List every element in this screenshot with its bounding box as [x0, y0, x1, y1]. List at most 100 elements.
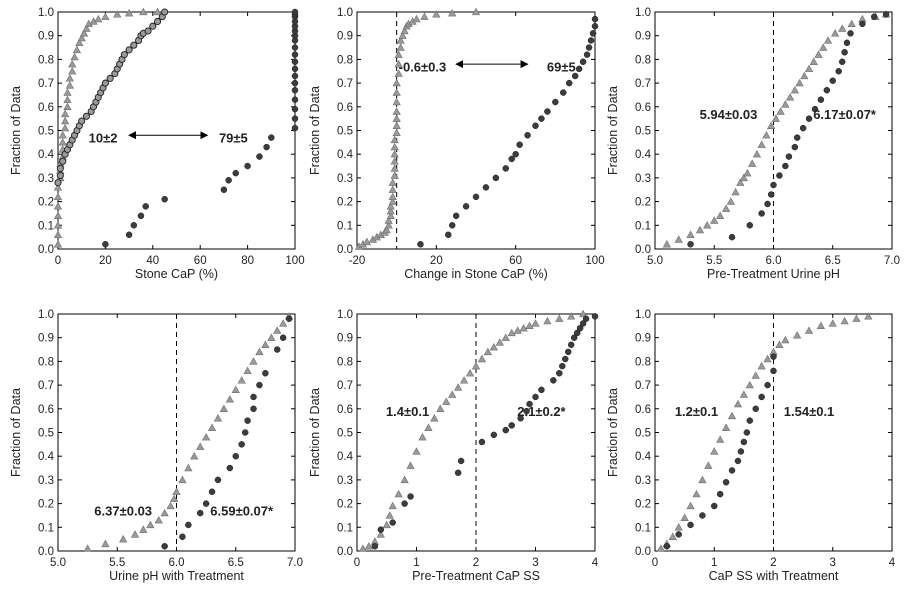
data-point-triangle [63, 102, 72, 110]
y-tick-label: 1.0 [635, 7, 651, 19]
data-point-dot [591, 22, 599, 30]
data-point-triangle [388, 197, 397, 205]
data-point-dot [805, 115, 813, 122]
data-point-triangle [65, 81, 74, 89]
data-point-dot [550, 377, 557, 384]
x-tick-label: 3 [532, 557, 538, 569]
data-point-triangle [831, 29, 840, 37]
y-tick-label: 0.5 [38, 428, 54, 440]
annotation-label: 6.37±0.03 [94, 504, 152, 519]
data-point-triangle [852, 314, 861, 322]
data-point-dot [589, 30, 597, 37]
data-point-triangle [53, 240, 63, 248]
data-point-dot [291, 105, 299, 113]
annotation-label: 6.59±0.07* [210, 504, 274, 519]
data-point-triangle [390, 135, 399, 144]
data-point-dot [823, 86, 831, 94]
data-point-triangle [61, 109, 70, 118]
data-point-triangle [840, 316, 849, 325]
data-point-open-circle [125, 46, 133, 54]
data-point-dot [262, 370, 269, 377]
data-point-triangle [237, 376, 246, 384]
y-tick-label: 0.8 [635, 356, 651, 368]
data-point-triangle [386, 211, 395, 219]
y-tick-label: 0.5 [337, 126, 353, 138]
data-point-triangle [68, 67, 77, 75]
data-point-triangle [748, 159, 757, 167]
data-point-open-circle [149, 22, 157, 30]
data-point-dot [291, 96, 299, 103]
data-point-dot [562, 355, 569, 363]
data-point-triangle [386, 206, 395, 215]
data-point-triangle [751, 371, 760, 379]
annotation-label: -0.6±0.3 [399, 60, 447, 75]
data-point-triangle [686, 230, 695, 238]
data-point-triangle [63, 95, 72, 103]
x-tick-label: 7.0 [287, 557, 303, 569]
y-tick-label: 1.0 [635, 309, 651, 321]
data-point-dot [699, 512, 706, 519]
y-tick-label: 0.8 [38, 54, 54, 66]
y-tick-label: 0.1 [38, 522, 54, 534]
x-axis-title: Urine pH with Treatment [109, 569, 244, 583]
data-point-dot [444, 231, 452, 239]
y-tick-label: 1.0 [337, 309, 353, 321]
data-point-open-circle [82, 112, 90, 120]
data-point-triangle [763, 354, 772, 363]
data-point-triangle [501, 333, 510, 341]
data-point-triangle [243, 366, 252, 375]
data-point-dot [472, 193, 480, 201]
data-point-dot [559, 362, 566, 370]
y-tick-label: 0.0 [38, 244, 54, 256]
data-point-dot [576, 324, 584, 332]
data-point-dot [291, 115, 299, 122]
data-point-triangle [448, 8, 457, 17]
y-tick-label: 0.3 [337, 475, 353, 487]
y-tick-label: 1.0 [38, 7, 54, 19]
y-tick-label: 0.0 [337, 546, 353, 558]
data-point-open-circle [54, 179, 62, 187]
data-point-dot [776, 172, 783, 179]
data-point-triangle [775, 340, 784, 348]
data-point-dot [579, 58, 587, 66]
data-point-dot [859, 20, 866, 28]
data-point-dot [516, 141, 523, 148]
data-point-dot [791, 143, 799, 151]
data-point-triangle [412, 447, 421, 455]
data-point-dot [552, 98, 559, 106]
data-point-triangle [388, 192, 397, 201]
data-point-triangle [776, 107, 785, 115]
data-point-open-circle [101, 79, 109, 87]
data-point-triangle [394, 489, 403, 498]
data-point-triangle [781, 100, 790, 108]
data-point-dot [502, 426, 509, 434]
data-point-dot [675, 531, 682, 538]
y-tick-label: 0.2 [38, 197, 54, 209]
data-point-triangle [83, 544, 92, 552]
data-point-triangle [736, 178, 745, 186]
data-point-dot [835, 68, 842, 75]
data-point-dot [687, 521, 694, 529]
data-point-dot [478, 438, 486, 446]
data-point-triangle [668, 532, 677, 540]
data-point-dot [291, 65, 299, 73]
data-point-dot [454, 469, 462, 477]
data-point-dot [256, 381, 263, 389]
data-point-triangle [739, 173, 748, 182]
data-point-triangle [680, 513, 689, 522]
data-point-dot [226, 464, 234, 472]
data-point-triangle [543, 316, 552, 325]
y-tick-label: 0.9 [635, 31, 651, 43]
data-point-triangle [814, 50, 823, 58]
y-axis-title: Fraction of Data [308, 86, 322, 175]
data-point-dot [758, 393, 765, 401]
data-point-dot [291, 58, 299, 66]
data-point-dot [232, 452, 239, 460]
annotation-label: 1.4±0.1 [386, 404, 429, 419]
x-tick-label: 5.5 [706, 255, 722, 267]
data-point-triangle [420, 12, 429, 20]
data-point-open-circle [78, 117, 86, 125]
data-point-dot [508, 155, 515, 163]
y-tick-label: 0.9 [38, 31, 54, 43]
